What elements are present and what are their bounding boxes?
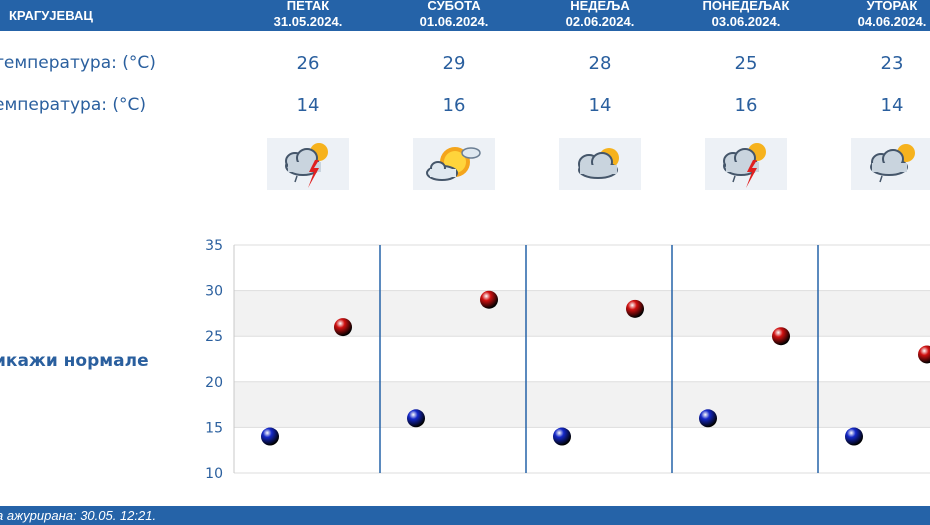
day-date: 04.06.2024.	[857, 14, 927, 29]
footer-bar: а ажурирана: 30.05. 12:21.	[0, 506, 930, 525]
day-name: НЕДЕЉА	[570, 0, 630, 13]
day-header: ПОНЕДЕЉАК 03.06.2024.	[676, 0, 816, 30]
y-tick-label: 15	[205, 420, 223, 436]
min-temp-label: емпература: (°C)	[0, 95, 147, 115]
min-temp-value: 16	[442, 95, 466, 116]
min-temp-point	[407, 409, 425, 428]
max-temp-value: 28	[588, 53, 612, 74]
max-temp-value: 29	[442, 53, 466, 74]
y-tick-label: 10	[205, 466, 223, 482]
day-header: ПЕТАК 31.05.2024.	[238, 0, 378, 30]
chart-band	[234, 381, 930, 428]
max-temp-value: 23	[880, 53, 904, 74]
day-name: ПЕТАК	[286, 0, 330, 13]
forecast-header-bar: КРАГУЈЕВАЦ ПЕТАК 31.05.2024. СУБОТА 01.0…	[0, 0, 930, 31]
y-tick-label: 35	[205, 238, 223, 254]
day-date: 02.06.2024.	[565, 14, 635, 29]
max-temp-point	[772, 327, 790, 346]
day-date: 01.06.2024.	[419, 14, 489, 29]
day-date: 31.05.2024.	[273, 14, 343, 29]
max-temp-point	[626, 299, 644, 318]
max-temp-label: температура: (°C)	[0, 53, 156, 73]
day-name: СУБОТА	[427, 0, 481, 13]
min-temp-point	[261, 427, 279, 446]
storm-partly-cloudy-icon	[705, 138, 787, 190]
day-header: НЕДЕЉА 02.06.2024.	[530, 0, 670, 30]
max-temp-value: 25	[734, 53, 758, 74]
max-temp-point	[480, 290, 498, 309]
min-temp-value: 14	[880, 95, 904, 116]
min-temp-point	[845, 427, 863, 446]
min-temp-value: 16	[734, 95, 758, 116]
day-date: 03.06.2024.	[711, 14, 781, 29]
min-temp-value: 14	[296, 95, 320, 116]
min-temp-value: 14	[588, 95, 612, 116]
min-temp-point	[699, 409, 717, 428]
updated-timestamp: а ажурирана: 30.05. 12:21.	[0, 508, 157, 523]
city-name: КРАГУЈЕВАЦ	[9, 8, 93, 23]
max-temp-point	[334, 318, 352, 337]
y-tick-label: 20	[205, 375, 223, 391]
sun-cloud-icon	[413, 138, 495, 190]
show-normals-link[interactable]: икажи нормале	[0, 351, 149, 371]
temperature-chart: 35 30 25 20 15 10	[205, 238, 930, 482]
day-header: СУБОТА 01.06.2024.	[384, 0, 524, 30]
y-tick-label: 30	[205, 284, 223, 300]
day-header: УТОРАК 04.06.2024.	[822, 0, 930, 30]
max-temp-value: 26	[296, 53, 320, 74]
day-name: ПОНЕДЕЉАК	[702, 0, 790, 13]
rain-partly-cloudy-icon	[851, 138, 930, 190]
y-tick-label: 25	[205, 329, 223, 345]
max-temp-point	[918, 345, 930, 364]
storm-partly-cloudy-icon	[267, 138, 349, 190]
min-temp-point	[553, 427, 571, 446]
partly-cloudy-icon	[559, 138, 641, 190]
day-name: УТОРАК	[866, 0, 918, 13]
